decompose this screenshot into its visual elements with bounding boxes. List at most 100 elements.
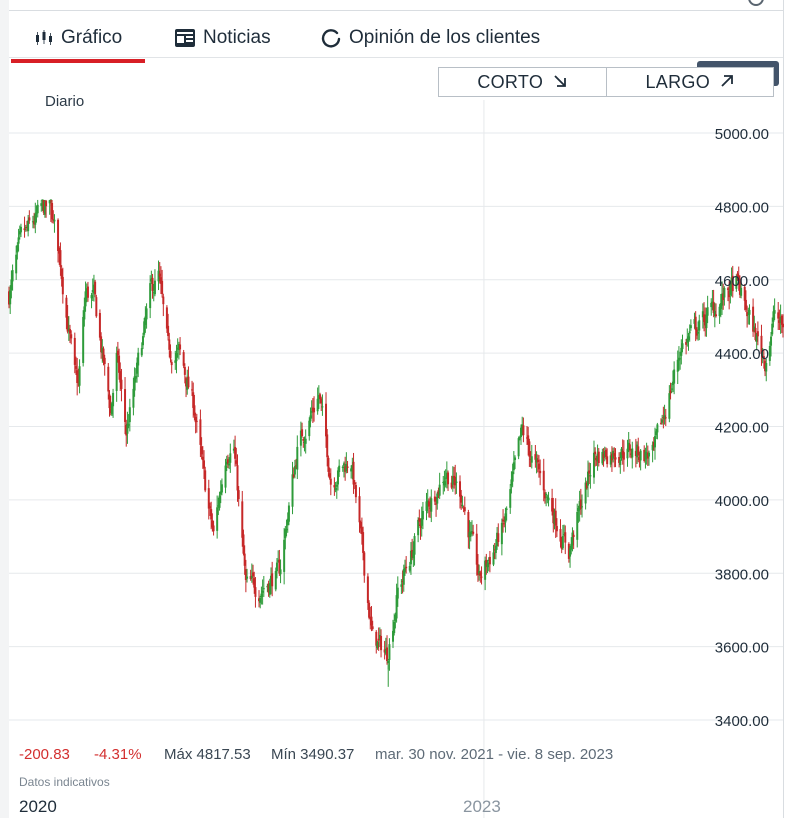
candle-up <box>110 403 113 415</box>
candle-up <box>451 476 454 485</box>
candle-up <box>627 442 630 449</box>
candle-up <box>345 463 348 472</box>
candle-down <box>383 649 386 653</box>
y-tick-label: 5000.00 <box>715 126 769 143</box>
candle-up <box>584 482 587 504</box>
candle-down <box>65 297 68 318</box>
candle-up <box>27 220 30 232</box>
candle-up <box>771 323 774 335</box>
candle-down <box>551 498 554 512</box>
candle-down <box>23 228 26 231</box>
candle-down <box>58 247 61 254</box>
candle-up <box>735 276 738 289</box>
candle-up <box>438 484 441 496</box>
candle-down <box>120 379 123 389</box>
short-button[interactable]: CORTO <box>439 68 606 96</box>
candle-up <box>16 245 19 253</box>
candle-up <box>299 430 302 446</box>
candle-down <box>162 296 165 305</box>
candle-down <box>320 398 323 404</box>
candle-down <box>536 459 539 462</box>
tab-client-opinion[interactable]: Opinión de los clientes <box>321 20 540 56</box>
candle-up <box>765 363 768 372</box>
candle-up <box>78 366 81 386</box>
candle-down <box>454 476 457 486</box>
candle-up <box>393 621 396 634</box>
candle-up <box>224 465 227 488</box>
tab-news[interactable]: Noticias <box>175 20 271 56</box>
candle-down <box>124 389 127 422</box>
candle-down <box>618 457 621 463</box>
candle-up <box>308 420 311 437</box>
candle-up <box>461 504 464 507</box>
candle-down <box>419 524 422 529</box>
tab-chart[interactable]: Gráfico <box>10 20 146 63</box>
candle-up <box>693 319 696 324</box>
candle-down <box>604 449 607 457</box>
candle-up <box>609 455 612 465</box>
candle-down <box>151 277 154 291</box>
candle-up <box>687 336 690 341</box>
candle-up <box>570 543 573 550</box>
candle-down <box>165 307 168 329</box>
candle-up <box>713 310 716 317</box>
candle-down <box>249 576 252 580</box>
candle-down <box>109 408 112 414</box>
candle-down <box>433 496 436 502</box>
candle-up <box>509 489 512 508</box>
candle-down <box>621 450 624 455</box>
candle-up <box>496 532 499 547</box>
candle-up <box>48 200 51 204</box>
y-tick-label: 4200.00 <box>715 420 769 437</box>
candle-down <box>380 635 383 651</box>
candle-down <box>752 306 755 332</box>
long-button[interactable]: LARGO <box>605 68 774 96</box>
candle-down <box>254 587 257 597</box>
candle-down <box>401 580 404 582</box>
candle-down <box>278 559 281 574</box>
candle-up <box>563 534 566 536</box>
candle-up <box>268 583 271 595</box>
candle-up <box>141 336 144 346</box>
candle-up <box>145 308 148 320</box>
candle-up <box>246 576 249 579</box>
timeline-year-marker: 2023 <box>463 797 501 816</box>
candle-up <box>426 500 429 504</box>
candle-down <box>567 543 570 559</box>
candle-down <box>193 405 196 416</box>
arrow-up-right-icon <box>720 72 734 93</box>
candle-down <box>467 512 470 538</box>
candle-up <box>153 280 156 295</box>
candle-up <box>511 471 514 482</box>
candle-up <box>275 562 278 572</box>
candle-up <box>514 457 517 460</box>
candle-down <box>529 458 532 460</box>
candle-up <box>408 565 411 571</box>
candle-up <box>18 231 21 235</box>
candle-down <box>242 534 245 554</box>
candle-down <box>253 578 256 588</box>
candle-up <box>569 548 572 557</box>
candle-down <box>572 534 575 537</box>
tab-client-opinion-label: Opinión de los clientes <box>349 27 541 48</box>
candle-down <box>453 475 456 479</box>
newspaper-icon <box>175 29 195 47</box>
candle-up <box>444 477 447 479</box>
candle-up <box>36 204 39 214</box>
candle-down <box>325 403 328 437</box>
candle-down <box>610 453 613 461</box>
candle-up <box>303 441 306 443</box>
period-label: Diario <box>45 93 85 110</box>
candle-up <box>392 630 395 642</box>
candle-down <box>542 470 545 491</box>
candle-down <box>736 273 739 276</box>
candle-up <box>41 199 44 201</box>
candle-up <box>740 287 743 296</box>
candle-down <box>756 331 759 337</box>
candle-up <box>40 203 43 206</box>
candle-up <box>587 471 590 486</box>
candle-up <box>35 212 38 214</box>
candle-down <box>614 457 617 460</box>
candle-down <box>183 366 186 375</box>
